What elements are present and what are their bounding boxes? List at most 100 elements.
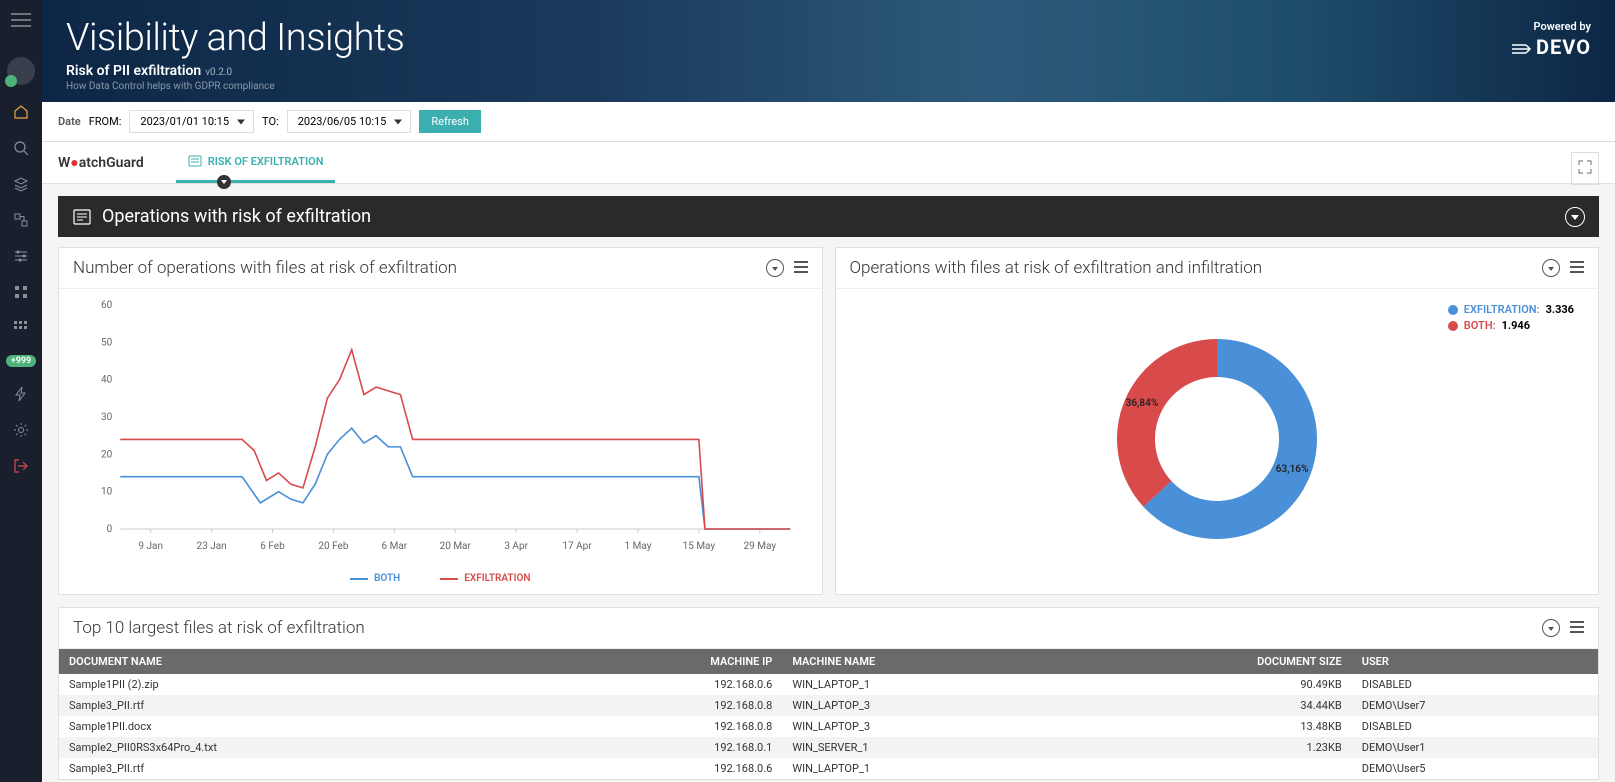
- donut-legend-item: BOTH: 1.946: [1448, 319, 1574, 332]
- svg-text:6 Feb: 6 Feb: [260, 541, 285, 552]
- page-subtitle: Risk of PII exfiltration: [66, 63, 201, 79]
- tab-bar: W●atchGuard RISK OF EXFILTRATION: [42, 142, 1615, 184]
- powered-label: Powered by: [1512, 20, 1591, 33]
- table-cell: WIN_LAPTOP_1: [782, 758, 1121, 779]
- date-to-picker[interactable]: 2023/06/05 10:15: [287, 110, 412, 133]
- donut-chart: 63,16% 36,84%: [1077, 309, 1357, 569]
- page-description: How Data Control helps with GDPR complia…: [66, 81, 1591, 92]
- svg-text:6 Mar: 6 Mar: [382, 541, 408, 552]
- table-cell: 90.49KB: [1121, 674, 1352, 695]
- user-avatar[interactable]: [7, 57, 35, 85]
- table-header-cell[interactable]: MACHINE IP: [551, 649, 782, 674]
- svg-text:10: 10: [101, 487, 113, 498]
- table-cell: WIN_LAPTOP_3: [782, 695, 1121, 716]
- svg-text:9 Jan: 9 Jan: [138, 541, 163, 552]
- apps-icon[interactable]: [12, 319, 30, 337]
- line-chart-panel: Number of operations with files at risk …: [58, 247, 823, 595]
- tab-indicator: [217, 175, 231, 189]
- date-label: Date: [58, 115, 81, 128]
- table-cell: DEMO\User5: [1352, 758, 1598, 779]
- refresh-button[interactable]: Refresh: [419, 110, 481, 133]
- page-header: Visibility and Insights Risk of PII exfi…: [42, 0, 1615, 102]
- grid-icon[interactable]: [12, 283, 30, 301]
- svg-text:30: 30: [101, 412, 113, 423]
- sliders-icon[interactable]: [12, 247, 30, 265]
- lightning-icon[interactable]: [12, 385, 30, 403]
- table-row[interactable]: Sample1PII (2).zip192.168.0.6WIN_LAPTOP_…: [59, 674, 1598, 695]
- files-table: DOCUMENT NAMEMACHINE IPMACHINE NAMEDOCUM…: [59, 649, 1598, 779]
- table-row[interactable]: Sample1PII.docx192.168.0.8WIN_LAPTOP_313…: [59, 716, 1598, 737]
- section-icon: [72, 207, 92, 227]
- table-cell: 13.48KB: [1121, 716, 1352, 737]
- panel-download-icon[interactable]: [766, 259, 784, 277]
- table-cell: 192.168.0.1: [551, 737, 782, 758]
- page-title: Visibility and Insights: [66, 16, 1591, 60]
- brand-logo: W●atchGuard: [58, 142, 152, 183]
- table-cell: [1121, 758, 1352, 779]
- notifications-badge[interactable]: +999: [6, 355, 36, 367]
- panel-menu-icon[interactable]: [1570, 261, 1584, 276]
- svg-text:29 May: 29 May: [744, 541, 777, 552]
- table-row[interactable]: Sample3_PII.rtf192.168.0.8WIN_LAPTOP_334…: [59, 695, 1598, 716]
- svg-text:1 May: 1 May: [625, 541, 652, 552]
- svg-text:36,84%: 36,84%: [1125, 398, 1158, 409]
- table-cell: DEMO\User1: [1352, 737, 1598, 758]
- tab-risk-of-exfiltration[interactable]: RISK OF EXFILTRATION: [176, 142, 336, 183]
- layers-icon[interactable]: [12, 175, 30, 193]
- svg-text:3 Apr: 3 Apr: [504, 541, 528, 552]
- section-title: Operations with risk of exfiltration: [102, 206, 371, 227]
- powered-by: Powered by DEVO: [1512, 20, 1591, 61]
- legend-item: BOTH: [350, 573, 400, 584]
- table-cell: Sample1PII (2).zip: [59, 674, 551, 695]
- page-version: v0.2.0: [205, 67, 232, 78]
- fullscreen-icon[interactable]: [1571, 152, 1599, 185]
- table-cell: WIN_LAPTOP_1: [782, 674, 1121, 695]
- sidebar: +999: [0, 0, 42, 782]
- svg-text:40: 40: [101, 375, 113, 386]
- table-cell: DISABLED: [1352, 716, 1598, 737]
- svg-text:60: 60: [101, 300, 113, 311]
- line-chart-legend: BOTHEXFILTRATION: [59, 569, 822, 594]
- table-cell: 192.168.0.8: [551, 716, 782, 737]
- flow-icon[interactable]: [12, 211, 30, 229]
- donut-title: Operations with files at risk of exfiltr…: [850, 258, 1263, 278]
- panel-menu-icon[interactable]: [1570, 621, 1584, 636]
- table-header-cell[interactable]: DOCUMENT NAME: [59, 649, 551, 674]
- table-cell: 34.44KB: [1121, 695, 1352, 716]
- line-chart: 0 10 20 30 40 50 60 9 Jan 23 Jan 6 Feb 20 Feb 6 Mar…: [73, 299, 808, 559]
- table-header-cell[interactable]: USER: [1352, 649, 1598, 674]
- table-cell: 192.168.0.8: [551, 695, 782, 716]
- menu-toggle[interactable]: [7, 8, 35, 35]
- date-from-picker[interactable]: 2023/01/01 10:15: [129, 110, 254, 133]
- svg-text:50: 50: [101, 337, 113, 348]
- table-cell: 192.168.0.6: [551, 674, 782, 695]
- table-header-cell[interactable]: DOCUMENT SIZE: [1121, 649, 1352, 674]
- table-cell: WIN_SERVER_1: [782, 737, 1121, 758]
- svg-text:0: 0: [107, 524, 113, 535]
- table-cell: 1.23KB: [1121, 737, 1352, 758]
- svg-text:20 Feb: 20 Feb: [318, 541, 348, 552]
- table-row[interactable]: Sample3_PII.rtf192.168.0.6WIN_LAPTOP_1DE…: [59, 758, 1598, 779]
- donut-legend: EXFILTRATION: 3.336BOTH: 1.946: [1448, 303, 1574, 335]
- panel-download-icon[interactable]: [1542, 259, 1560, 277]
- search-icon[interactable]: [12, 139, 30, 157]
- section-header: Operations with risk of exfiltration: [58, 196, 1599, 237]
- donut-panel: Operations with files at risk of exfiltr…: [835, 247, 1600, 595]
- svg-text:20: 20: [101, 449, 113, 460]
- section-collapse-icon[interactable]: [1565, 207, 1585, 227]
- logout-icon[interactable]: [12, 457, 30, 475]
- table-row[interactable]: Sample2_PII0RS3x64Pro_4.txt192.168.0.1WI…: [59, 737, 1598, 758]
- gear-icon[interactable]: [12, 421, 30, 439]
- svg-text:20 Mar: 20 Mar: [440, 541, 472, 552]
- table-header-cell[interactable]: MACHINE NAME: [782, 649, 1121, 674]
- svg-text:17 Apr: 17 Apr: [562, 541, 592, 552]
- date-range-bar: Date FROM: 2023/01/01 10:15 TO: 2023/06/…: [42, 102, 1615, 142]
- table-cell: 192.168.0.6: [551, 758, 782, 779]
- panel-download-icon[interactable]: [1542, 619, 1560, 637]
- svg-text:63,16%: 63,16%: [1276, 464, 1309, 475]
- home-icon[interactable]: [12, 103, 30, 121]
- table-panel: Top 10 largest files at risk of exfiltra…: [58, 607, 1599, 780]
- to-label: TO:: [262, 115, 279, 128]
- panel-menu-icon[interactable]: [794, 261, 808, 276]
- svg-text:23 Jan: 23 Jan: [197, 541, 227, 552]
